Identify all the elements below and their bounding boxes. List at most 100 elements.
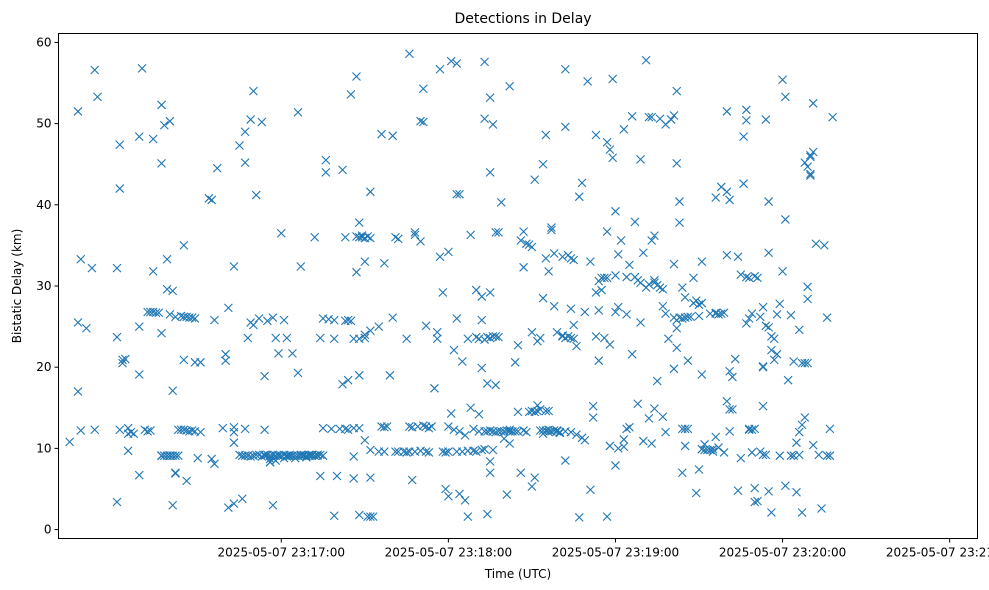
data-point bbox=[560, 426, 570, 436]
data-point bbox=[797, 508, 807, 517]
data-point bbox=[338, 165, 347, 175]
data-point bbox=[519, 262, 528, 272]
data-point bbox=[764, 487, 774, 496]
data-point bbox=[424, 448, 434, 457]
data-point bbox=[405, 49, 414, 59]
data-point bbox=[435, 252, 445, 262]
data-point bbox=[758, 401, 768, 411]
data-point bbox=[613, 443, 623, 453]
data-point bbox=[605, 340, 615, 349]
data-point bbox=[519, 227, 528, 236]
data-point bbox=[143, 426, 153, 436]
data-point bbox=[190, 314, 200, 323]
data-point bbox=[541, 254, 551, 263]
data-point bbox=[747, 309, 757, 318]
data-point bbox=[786, 310, 796, 320]
data-point bbox=[652, 376, 662, 386]
data-point bbox=[159, 120, 169, 130]
data-point bbox=[572, 430, 581, 439]
data-point bbox=[694, 311, 704, 321]
data-point bbox=[204, 193, 214, 203]
data-point bbox=[301, 452, 311, 462]
data-point bbox=[761, 115, 771, 124]
data-point bbox=[650, 275, 659, 285]
data-point bbox=[221, 356, 230, 366]
data-point bbox=[441, 448, 450, 457]
data-point bbox=[463, 512, 473, 521]
data-point bbox=[471, 332, 481, 342]
data-point bbox=[212, 163, 222, 173]
data-point bbox=[340, 424, 350, 434]
data-point bbox=[494, 228, 503, 237]
data-point bbox=[608, 74, 618, 84]
data-point bbox=[594, 356, 604, 366]
data-point bbox=[669, 259, 679, 269]
data-point bbox=[366, 326, 375, 336]
data-point bbox=[750, 271, 760, 281]
data-point bbox=[73, 107, 83, 116]
data-point bbox=[151, 308, 161, 318]
data-point bbox=[115, 184, 125, 193]
data-point bbox=[558, 252, 567, 262]
data-point bbox=[112, 263, 122, 273]
data-point bbox=[120, 354, 130, 364]
data-point bbox=[418, 84, 428, 94]
data-point bbox=[625, 260, 634, 270]
data-point bbox=[271, 456, 281, 465]
data-point bbox=[780, 481, 790, 491]
data-point bbox=[535, 405, 545, 414]
y-tick-label: 0 bbox=[44, 523, 52, 537]
data-point bbox=[663, 334, 673, 344]
data-point bbox=[293, 368, 303, 378]
data-point bbox=[516, 468, 526, 478]
data-point bbox=[661, 427, 670, 437]
data-point bbox=[797, 420, 807, 430]
data-point bbox=[346, 90, 356, 99]
data-point bbox=[343, 375, 353, 385]
data-point bbox=[825, 451, 835, 461]
data-point bbox=[87, 263, 97, 273]
data-point bbox=[828, 112, 838, 122]
data-point bbox=[257, 452, 267, 461]
data-point bbox=[126, 427, 136, 437]
data-point bbox=[260, 371, 269, 381]
data-point bbox=[733, 252, 743, 262]
data-point bbox=[441, 484, 450, 494]
data-point bbox=[778, 266, 787, 276]
data-point bbox=[134, 370, 144, 379]
data-point bbox=[360, 333, 370, 343]
data-point bbox=[772, 310, 782, 319]
data-point bbox=[563, 331, 573, 341]
data-point bbox=[552, 327, 562, 337]
data-point bbox=[811, 239, 821, 249]
data-point bbox=[90, 65, 100, 75]
data-point bbox=[377, 129, 386, 139]
data-point bbox=[647, 236, 657, 245]
data-point bbox=[691, 488, 701, 498]
data-point bbox=[115, 425, 125, 435]
data-point bbox=[410, 447, 420, 457]
data-point bbox=[605, 441, 615, 451]
data-point bbox=[806, 169, 815, 179]
data-point bbox=[296, 262, 306, 271]
data-point bbox=[288, 348, 297, 358]
data-point bbox=[293, 107, 303, 117]
data-point bbox=[817, 504, 826, 513]
data-point bbox=[530, 473, 540, 482]
data-point bbox=[741, 272, 751, 282]
data-point bbox=[672, 323, 682, 333]
data-point bbox=[179, 425, 189, 435]
x-tick-label: 2025-05-07 23:17:00 bbox=[218, 546, 345, 560]
data-point bbox=[747, 425, 757, 435]
data-point bbox=[719, 308, 729, 318]
data-point bbox=[469, 446, 478, 456]
data-point bbox=[416, 116, 425, 126]
data-point bbox=[290, 453, 300, 463]
data-point bbox=[644, 112, 654, 122]
data-point bbox=[485, 288, 495, 297]
data-point bbox=[249, 451, 258, 461]
x-tick-label: 2025-05-07 23:18:00 bbox=[385, 546, 512, 560]
data-point bbox=[354, 334, 364, 344]
data-point bbox=[638, 248, 648, 258]
data-point bbox=[90, 425, 100, 435]
